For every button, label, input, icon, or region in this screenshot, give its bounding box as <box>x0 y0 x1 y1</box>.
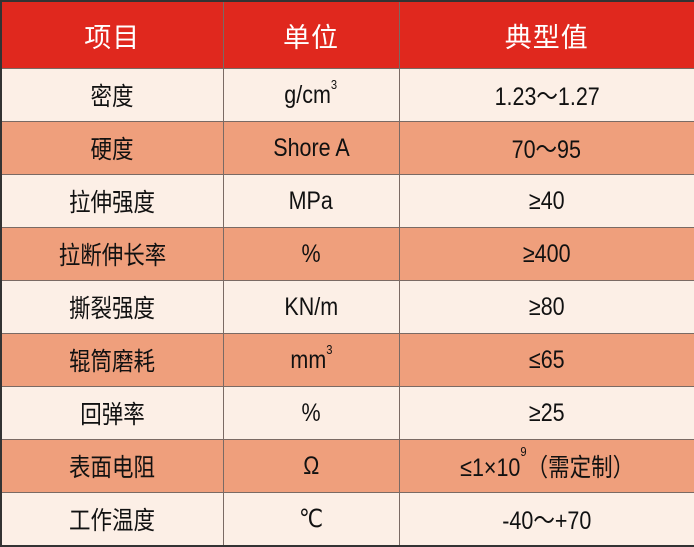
unit-cell: KN/m <box>222 280 400 334</box>
header-value: 典型值 <box>398 0 694 69</box>
item-label: 密度 <box>90 83 134 111</box>
header-unit: 单位 <box>222 0 400 69</box>
item-label: 拉伸强度 <box>69 189 156 217</box>
unit-label: % <box>301 398 321 427</box>
unit-label: mm3 <box>289 341 333 374</box>
value-cell: ≥40 <box>398 174 694 228</box>
value-cell: 1.23～1.27 <box>398 68 694 122</box>
unit-label: % <box>301 239 321 268</box>
table-row: 拉断伸长率% ≥400 <box>0 227 694 281</box>
value-cell: -40～+70 <box>398 492 694 547</box>
value-label: ≥80 <box>528 292 565 321</box>
table-row: 表面电阻 Ω ≤1×109（需定制） <box>0 439 694 493</box>
item-label: 表面电阻 <box>69 454 156 482</box>
item-cell: 拉伸强度 <box>0 174 224 228</box>
unit-cell: % <box>222 386 400 440</box>
item-label: 工作温度 <box>69 507 156 535</box>
item-cell: 工作温度 <box>0 492 224 547</box>
value-label: ≥400 <box>522 239 571 268</box>
table-row: 撕裂强度 KN/m ≥80 <box>0 280 694 334</box>
value-cell: ≥80 <box>398 280 694 334</box>
item-label: 硬度 <box>90 136 134 164</box>
item-cell: 硬度 <box>0 121 224 175</box>
unit-cell: % <box>222 227 400 281</box>
value-cell: 70～95 <box>398 121 694 175</box>
item-cell: 拉断伸长率 <box>0 227 224 281</box>
item-label: 撕裂强度 <box>69 295 156 323</box>
table-row: 密度 g/cm3 1.23～1.27 <box>0 68 694 122</box>
value-label: -40～+70 <box>502 507 592 535</box>
value-cell: ≤1×109（需定制） <box>398 439 694 493</box>
table-row: 硬度 Shore A 70～95 <box>0 121 694 175</box>
value-cell: ≤65 <box>398 333 694 387</box>
unit-cell: Ω <box>222 439 400 493</box>
unit-label: MPa <box>288 186 334 215</box>
unit-label: Ω <box>302 451 320 480</box>
unit-cell: mm3 <box>222 333 400 387</box>
value-label: 70～95 <box>512 136 582 164</box>
unit-cell: ℃ <box>222 492 400 547</box>
table-row: 工作温度 ℃ -40～+70 <box>0 492 694 547</box>
value-label: ≥25 <box>528 398 565 427</box>
value-label: ≤65 <box>528 345 565 374</box>
item-label: 回弹率 <box>79 401 145 429</box>
item-label: 拉断伸长率 <box>58 242 166 270</box>
header-row: 项目 单位 典型值 <box>0 0 694 69</box>
table-row: 拉伸强度 MPa ≥40 <box>0 174 694 228</box>
table-row: 辊筒磨耗 mm3 ≤65 <box>0 333 694 387</box>
item-cell: 辊筒磨耗 <box>0 333 224 387</box>
table-row: 回弹率% ≥25 <box>0 386 694 440</box>
item-cell: 撕裂强度 <box>0 280 224 334</box>
item-label: 辊筒磨耗 <box>69 348 156 376</box>
unit-label: Shore A <box>272 133 350 162</box>
value-cell: ≥25 <box>398 386 694 440</box>
unit-cell: Shore A <box>222 121 400 175</box>
value-label: ≤1×109（需定制） <box>459 444 634 482</box>
unit-cell: MPa <box>222 174 400 228</box>
unit-cell: g/cm3 <box>222 68 400 122</box>
item-cell: 回弹率 <box>0 386 224 440</box>
value-label: ≥40 <box>528 186 565 215</box>
header-item: 项目 <box>0 0 224 69</box>
item-cell: 表面电阻 <box>0 439 224 493</box>
unit-label: g/cm3 <box>284 76 338 109</box>
value-label: 1.23～1.27 <box>494 83 600 111</box>
unit-label: KN/m <box>284 292 338 321</box>
item-cell: 密度 <box>0 68 224 122</box>
value-cell: ≥400 <box>398 227 694 281</box>
unit-label: ℃ <box>298 505 324 533</box>
